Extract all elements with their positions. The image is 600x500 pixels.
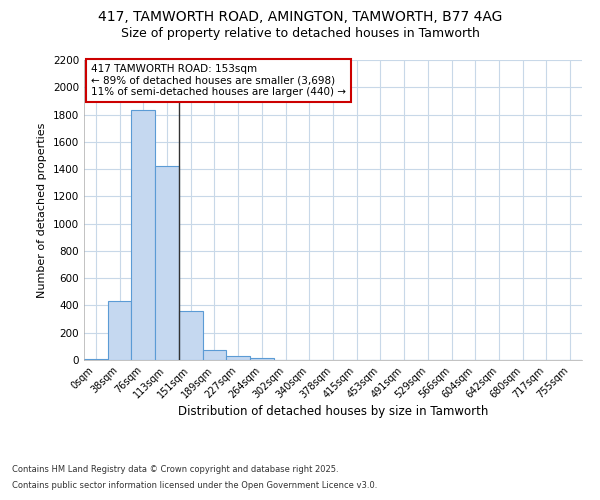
Bar xyxy=(131,110,155,360)
Y-axis label: Number of detached properties: Number of detached properties xyxy=(37,122,47,298)
Bar xyxy=(250,358,274,360)
Bar xyxy=(203,350,226,360)
Text: Size of property relative to detached houses in Tamworth: Size of property relative to detached ho… xyxy=(121,28,479,40)
Bar xyxy=(226,356,250,360)
Bar xyxy=(84,358,108,360)
Bar xyxy=(108,302,131,360)
Text: 417 TAMWORTH ROAD: 153sqm
← 89% of detached houses are smaller (3,698)
11% of se: 417 TAMWORTH ROAD: 153sqm ← 89% of detac… xyxy=(91,64,346,98)
Text: Contains public sector information licensed under the Open Government Licence v3: Contains public sector information licen… xyxy=(12,480,377,490)
Bar xyxy=(179,311,203,360)
X-axis label: Distribution of detached houses by size in Tamworth: Distribution of detached houses by size … xyxy=(178,406,488,418)
Text: 417, TAMWORTH ROAD, AMINGTON, TAMWORTH, B77 4AG: 417, TAMWORTH ROAD, AMINGTON, TAMWORTH, … xyxy=(98,10,502,24)
Text: Contains HM Land Registry data © Crown copyright and database right 2025.: Contains HM Land Registry data © Crown c… xyxy=(12,466,338,474)
Bar xyxy=(155,166,179,360)
